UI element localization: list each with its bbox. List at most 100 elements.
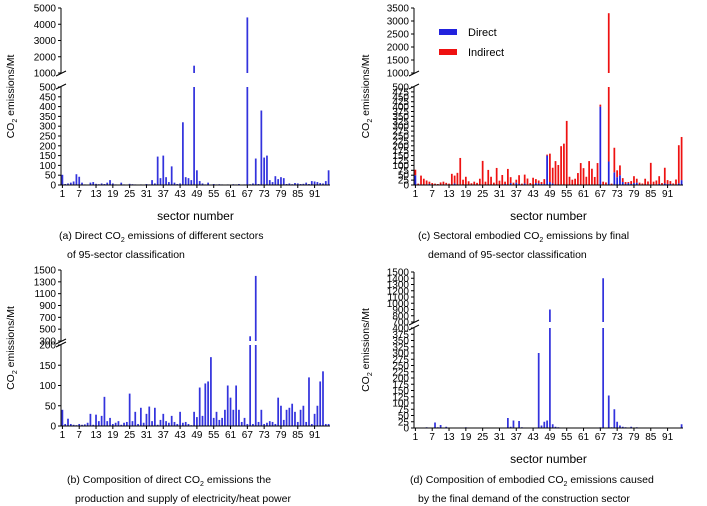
bar-b-83 <box>291 404 293 426</box>
bar-c-indirect-54 <box>563 144 565 185</box>
bar-a-78 <box>277 179 279 185</box>
bar-b-18 <box>109 418 111 426</box>
bar-b-76 <box>272 422 274 426</box>
bar-c-indirect-45 <box>538 180 540 183</box>
bar-c-indirect-18 <box>462 180 464 185</box>
bar-d-49-upper <box>549 310 551 323</box>
bar-c-direct-72 <box>613 172 615 185</box>
y-tick-label-b-700: 700 <box>39 313 56 324</box>
x-tick-label-d-43: 43 <box>528 432 540 443</box>
bar-b-63 <box>235 386 237 427</box>
y-tick-label-c-3000: 3000 <box>387 17 410 28</box>
bar-c-indirect-44 <box>535 179 537 183</box>
y-tick-label-a-0: 0 <box>50 181 56 192</box>
bar-c-indirect-27 <box>487 170 489 185</box>
bar-b-61 <box>230 398 232 426</box>
y-tick-label-c-3500: 3500 <box>387 4 410 15</box>
bar-c-indirect-15 <box>454 176 456 184</box>
bar-c-indirect-70-upper <box>608 13 610 73</box>
y-tick-label-a-5000: 5000 <box>34 4 57 15</box>
bar-c-indirect-84 <box>647 181 649 184</box>
x-tick-label-c-85: 85 <box>645 189 657 200</box>
x-tick-label-a-61: 61 <box>225 189 237 200</box>
bar-c-indirect-83 <box>644 179 646 185</box>
bar-c-indirect-4 <box>423 179 425 185</box>
bar-b-14 <box>98 421 100 426</box>
bar-b-87 <box>303 406 305 426</box>
x-tick-label-a-37: 37 <box>158 189 170 200</box>
bar-c-indirect-62 <box>585 177 587 185</box>
x-tick-label-a-67: 67 <box>242 189 254 200</box>
y-tick-label-b-150: 150 <box>39 361 56 372</box>
bar-b-1 <box>62 410 64 426</box>
x-tick-label-b-37: 37 <box>158 430 170 441</box>
bar-a-50 <box>199 181 201 185</box>
bar-b-52 <box>204 383 206 426</box>
bar-c-indirect-90 <box>664 168 666 184</box>
bar-b-68 <box>249 345 251 426</box>
x-tick-label-c-61: 61 <box>578 189 590 200</box>
bar-b-54 <box>210 357 212 426</box>
bar-c-indirect-35 <box>510 177 512 183</box>
bar-d-50 <box>552 424 554 428</box>
legend-label-indirect: Indirect <box>468 47 504 59</box>
bar-c-indirect-10 <box>440 182 442 184</box>
bar-c-direct-96 <box>681 180 683 185</box>
y-axis-label-a: CO2 emissions/Mt <box>5 55 19 139</box>
bar-a-80 <box>283 178 285 185</box>
bar-a-48 <box>193 87 195 185</box>
bar-a-40 <box>171 166 173 185</box>
bar-c-indirect-65 <box>594 177 596 185</box>
bar-b-29 <box>140 408 142 426</box>
y-tick-label-a-400: 400 <box>39 102 56 113</box>
bar-c-indirect-17 <box>459 158 461 184</box>
bar-b-17 <box>106 421 108 426</box>
legend-swatch-indirect <box>439 49 457 55</box>
y-tick-label-a-1000: 1000 <box>34 69 57 80</box>
x-tick-label-b-73: 73 <box>259 430 271 441</box>
bar-a-47 <box>190 180 192 185</box>
bar-c-indirect-1 <box>415 170 417 175</box>
bar-b-79 <box>280 406 282 426</box>
x-tick-label-d-85: 85 <box>645 432 657 443</box>
bar-b-80 <box>283 420 285 426</box>
bar-c-indirect-22 <box>473 182 475 185</box>
bar-c-indirect-51 <box>555 161 557 185</box>
y-tick-label-c-2500: 2500 <box>387 30 410 41</box>
bar-c-indirect-55 <box>566 121 568 185</box>
bar-a-46 <box>188 178 190 185</box>
bar-c-indirect-88 <box>658 176 660 184</box>
bar-b-75 <box>269 421 271 426</box>
bar-c-indirect-93 <box>672 183 674 184</box>
x-tick-label-b-61: 61 <box>225 430 237 441</box>
bar-c-indirect-11 <box>443 182 445 185</box>
bar-c-indirect-43 <box>532 178 534 185</box>
x-tick-label-b-67: 67 <box>242 430 254 441</box>
bar-a-67 <box>246 87 248 185</box>
bar-a-79 <box>280 177 282 185</box>
bar-c-indirect-31 <box>499 181 501 185</box>
bar-c-indirect-42 <box>529 183 531 185</box>
bar-c-indirect-30 <box>496 168 498 185</box>
chart-a: 0501001502002503003504004505001000200030… <box>5 4 330 224</box>
bar-c-indirect-80 <box>636 179 638 183</box>
bar-c-indirect-37 <box>515 180 517 183</box>
bar-c-indirect-59 <box>577 173 579 185</box>
bar-c-indirect-20 <box>468 181 470 185</box>
bar-a-45 <box>185 177 187 185</box>
bar-c-indirect-63 <box>588 161 590 185</box>
bar-b-48 <box>193 412 195 426</box>
bar-c-indirect-60 <box>580 163 582 185</box>
x-tick-label-d-19: 19 <box>460 432 472 443</box>
bar-c-indirect-86 <box>653 182 655 185</box>
bar-d-8 <box>434 423 436 429</box>
x-tick-label-b-49: 49 <box>191 430 203 441</box>
bar-d-48 <box>546 421 548 429</box>
caption-d: (d) Composition of embodied CO2 emission… <box>410 473 654 506</box>
bar-c-indirect-78 <box>630 181 632 184</box>
bar-b-66 <box>244 418 246 426</box>
bar-c-indirect-91 <box>667 180 669 184</box>
x-tick-label-d-37: 37 <box>511 432 523 443</box>
x-tick-label-a-43: 43 <box>175 189 187 200</box>
bar-a-37 <box>162 156 164 185</box>
